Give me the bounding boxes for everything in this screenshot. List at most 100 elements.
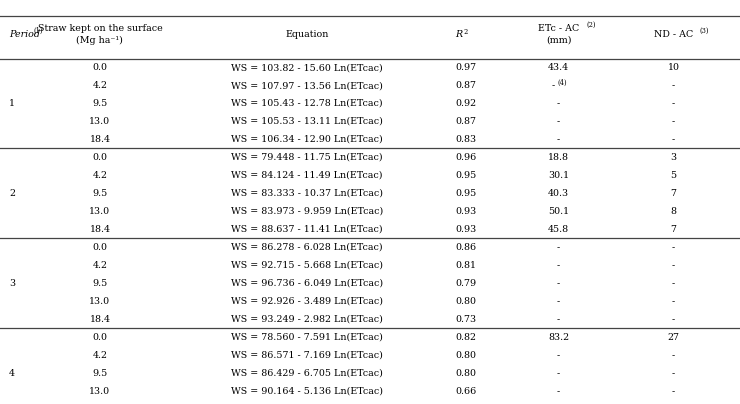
Text: 9.5: 9.5 bbox=[92, 189, 107, 198]
Text: 4.2: 4.2 bbox=[92, 351, 107, 360]
Text: ND - AC: ND - AC bbox=[653, 30, 693, 39]
Text: 0.87: 0.87 bbox=[456, 117, 477, 126]
Text: WS = 96.736 - 6.049 Ln(ETcac): WS = 96.736 - 6.049 Ln(ETcac) bbox=[231, 279, 383, 288]
Text: 0.80: 0.80 bbox=[456, 297, 477, 306]
Text: WS = 88.637 - 11.41 Ln(ETcac): WS = 88.637 - 11.41 Ln(ETcac) bbox=[232, 225, 383, 234]
Text: 1: 1 bbox=[9, 99, 15, 108]
Text: -: - bbox=[672, 135, 675, 144]
Text: 10: 10 bbox=[667, 63, 679, 72]
Text: 4.2: 4.2 bbox=[92, 261, 107, 270]
Text: 0.0: 0.0 bbox=[92, 333, 107, 342]
Text: -: - bbox=[557, 117, 560, 126]
Text: WS = 105.53 - 13.11 Ln(ETcac): WS = 105.53 - 13.11 Ln(ETcac) bbox=[231, 117, 383, 126]
Text: WS = 92.715 - 5.668 Ln(ETcac): WS = 92.715 - 5.668 Ln(ETcac) bbox=[231, 261, 383, 270]
Text: -: - bbox=[557, 297, 560, 306]
Text: 7: 7 bbox=[670, 189, 676, 198]
Text: 0.93: 0.93 bbox=[456, 207, 477, 216]
Text: WS = 90.164 - 5.136 Ln(ETcac): WS = 90.164 - 5.136 Ln(ETcac) bbox=[231, 387, 383, 396]
Text: 18.4: 18.4 bbox=[90, 225, 110, 234]
Text: 9.5: 9.5 bbox=[92, 99, 107, 108]
Text: 2: 2 bbox=[464, 27, 468, 36]
Text: 4: 4 bbox=[9, 369, 15, 378]
Text: WS = 107.97 - 13.56 Ln(ETcac): WS = 107.97 - 13.56 Ln(ETcac) bbox=[231, 81, 383, 90]
Text: WS = 83.973 - 9.959 Ln(ETcac): WS = 83.973 - 9.959 Ln(ETcac) bbox=[231, 207, 383, 216]
Text: 43.4: 43.4 bbox=[548, 63, 569, 72]
Text: WS = 105.43 - 12.78 Ln(ETcac): WS = 105.43 - 12.78 Ln(ETcac) bbox=[232, 99, 383, 108]
Text: WS = 84.124 - 11.49 Ln(ETcac): WS = 84.124 - 11.49 Ln(ETcac) bbox=[232, 171, 383, 180]
Text: -: - bbox=[672, 243, 675, 252]
Text: WS = 93.249 - 2.982 Ln(ETcac): WS = 93.249 - 2.982 Ln(ETcac) bbox=[231, 315, 383, 324]
Text: -: - bbox=[551, 81, 554, 90]
Text: R: R bbox=[455, 30, 462, 39]
Text: 45.8: 45.8 bbox=[548, 225, 569, 234]
Text: WS = 106.34 - 12.90 Ln(ETcac): WS = 106.34 - 12.90 Ln(ETcac) bbox=[231, 135, 383, 144]
Text: 0.0: 0.0 bbox=[92, 153, 107, 162]
Text: 0.96: 0.96 bbox=[456, 153, 477, 162]
Text: Equation: Equation bbox=[286, 30, 329, 39]
Text: -: - bbox=[672, 117, 675, 126]
Text: -: - bbox=[672, 261, 675, 270]
Text: 9.5: 9.5 bbox=[92, 369, 107, 378]
Text: 13.0: 13.0 bbox=[90, 297, 110, 306]
Text: 4.2: 4.2 bbox=[92, 171, 107, 180]
Text: 2: 2 bbox=[9, 189, 15, 198]
Text: 13.0: 13.0 bbox=[90, 387, 110, 396]
Text: WS = 92.926 - 3.489 Ln(ETcac): WS = 92.926 - 3.489 Ln(ETcac) bbox=[231, 297, 383, 306]
Text: -: - bbox=[557, 135, 560, 144]
Text: (Mg ha⁻¹): (Mg ha⁻¹) bbox=[76, 36, 124, 45]
Text: -: - bbox=[672, 99, 675, 108]
Text: 9.5: 9.5 bbox=[92, 279, 107, 288]
Text: 0.83: 0.83 bbox=[456, 135, 477, 144]
Text: 0.86: 0.86 bbox=[456, 243, 477, 252]
Text: (mm): (mm) bbox=[546, 36, 571, 45]
Text: 18.4: 18.4 bbox=[90, 135, 110, 144]
Text: -: - bbox=[672, 387, 675, 396]
Text: ETc - AC: ETc - AC bbox=[538, 24, 579, 33]
Text: -: - bbox=[557, 387, 560, 396]
Text: 50.1: 50.1 bbox=[548, 207, 569, 216]
Text: 0.73: 0.73 bbox=[456, 315, 477, 324]
Text: WS = 83.333 - 10.37 Ln(ETcac): WS = 83.333 - 10.37 Ln(ETcac) bbox=[231, 189, 383, 198]
Text: (1): (1) bbox=[33, 27, 43, 35]
Text: 83.2: 83.2 bbox=[548, 333, 569, 342]
Text: -: - bbox=[557, 315, 560, 324]
Text: (2): (2) bbox=[586, 21, 596, 29]
Text: 0.82: 0.82 bbox=[456, 333, 477, 342]
Text: 13.0: 13.0 bbox=[90, 117, 110, 126]
Text: -: - bbox=[672, 369, 675, 378]
Text: 0.97: 0.97 bbox=[456, 63, 477, 72]
Text: Period: Period bbox=[9, 30, 40, 39]
Text: (3): (3) bbox=[699, 27, 709, 35]
Text: -: - bbox=[557, 261, 560, 270]
Text: 0.95: 0.95 bbox=[456, 171, 477, 180]
Text: -: - bbox=[672, 351, 675, 360]
Text: -: - bbox=[557, 243, 560, 252]
Text: 0.80: 0.80 bbox=[456, 369, 477, 378]
Text: 0.81: 0.81 bbox=[456, 261, 477, 270]
Text: -: - bbox=[557, 279, 560, 288]
Text: -: - bbox=[672, 279, 675, 288]
Text: -: - bbox=[557, 351, 560, 360]
Text: 0.80: 0.80 bbox=[456, 351, 477, 360]
Text: WS = 103.82 - 15.60 Ln(ETcac): WS = 103.82 - 15.60 Ln(ETcac) bbox=[231, 63, 383, 72]
Text: 13.0: 13.0 bbox=[90, 207, 110, 216]
Text: 30.1: 30.1 bbox=[548, 171, 569, 180]
Text: (4): (4) bbox=[558, 79, 568, 87]
Text: Straw kept on the surface: Straw kept on the surface bbox=[38, 24, 162, 33]
Text: 0.93: 0.93 bbox=[456, 225, 477, 234]
Text: 0.66: 0.66 bbox=[456, 387, 477, 396]
Text: 0.95: 0.95 bbox=[456, 189, 477, 198]
Text: -: - bbox=[672, 315, 675, 324]
Text: 27: 27 bbox=[667, 333, 679, 342]
Text: WS = 86.278 - 6.028 Ln(ETcac): WS = 86.278 - 6.028 Ln(ETcac) bbox=[232, 243, 383, 252]
Text: WS = 78.560 - 7.591 Ln(ETcac): WS = 78.560 - 7.591 Ln(ETcac) bbox=[231, 333, 383, 342]
Text: 4.2: 4.2 bbox=[92, 81, 107, 90]
Text: 18.8: 18.8 bbox=[548, 153, 569, 162]
Text: 0.0: 0.0 bbox=[92, 243, 107, 252]
Text: 3: 3 bbox=[9, 279, 15, 288]
Text: 0.0: 0.0 bbox=[92, 63, 107, 72]
Text: -: - bbox=[557, 369, 560, 378]
Text: 5: 5 bbox=[670, 171, 676, 180]
Text: WS = 86.429 - 6.705 Ln(ETcac): WS = 86.429 - 6.705 Ln(ETcac) bbox=[231, 369, 383, 378]
Text: WS = 79.448 - 11.75 Ln(ETcac): WS = 79.448 - 11.75 Ln(ETcac) bbox=[232, 153, 383, 162]
